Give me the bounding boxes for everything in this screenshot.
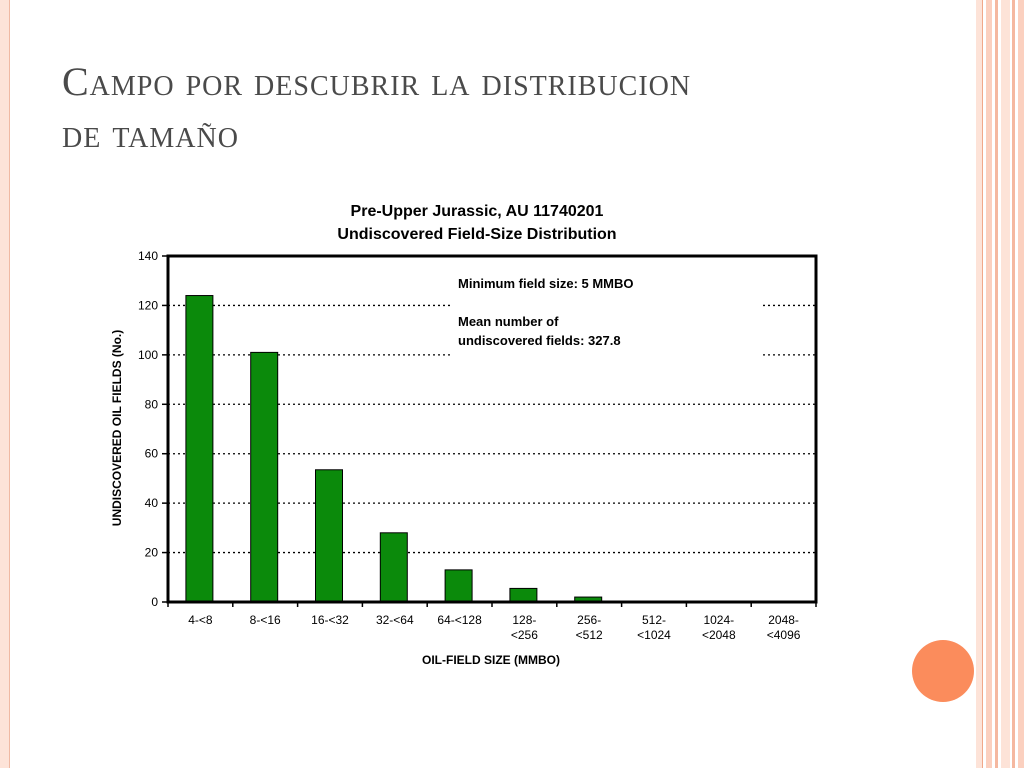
bar bbox=[315, 469, 343, 603]
bar bbox=[250, 351, 279, 603]
bars bbox=[185, 295, 603, 603]
x-axis-label: OIL-FIELD SIZE (MMBO) bbox=[422, 653, 560, 667]
x-tick-label: <2048 bbox=[702, 628, 736, 642]
y-tick-label: 80 bbox=[145, 397, 159, 411]
bar bbox=[379, 532, 408, 603]
y-tick-label: 0 bbox=[151, 595, 158, 609]
x-tick-label: 1024- bbox=[703, 613, 734, 627]
x-tick-label: 64-<128 bbox=[437, 613, 482, 627]
x-tick-label: 256- bbox=[577, 613, 601, 627]
x-tick-label: 16-<32 bbox=[311, 613, 349, 627]
x-tick-label: 512- bbox=[642, 613, 666, 627]
bar bbox=[444, 569, 473, 603]
y-tick-label: 120 bbox=[138, 298, 158, 312]
slide-title-line-2: de tamaño bbox=[62, 111, 239, 156]
x-axis: 4-<8 8-<16 16-<32 32-<64 64-<128 128-<256 256-… bbox=[167, 602, 817, 642]
y-tick-label: 100 bbox=[138, 348, 158, 362]
x-tick-label: 4-<8 bbox=[188, 613, 213, 627]
x-tick-label: <512 bbox=[576, 628, 603, 642]
y-tick-label: 140 bbox=[138, 249, 158, 263]
chart-subtitle: Undiscovered Field-Size Distribution bbox=[337, 226, 616, 243]
annotation-text: Minimum field size: 5 MMBO bbox=[458, 276, 634, 291]
x-tick-label: 2048- bbox=[768, 613, 799, 627]
x-tick-label: 8-<16 bbox=[250, 613, 281, 627]
slide-title-line-1: Campo por descubrir la distribucion bbox=[62, 59, 692, 104]
annotation-background bbox=[452, 266, 762, 358]
x-tick-label: <1024 bbox=[637, 628, 671, 642]
x-tick-label: 32-<64 bbox=[376, 613, 414, 627]
x-tick-label: <256 bbox=[511, 628, 538, 642]
y-tick-label: 20 bbox=[145, 546, 159, 560]
chart-title: Pre-Upper Jurassic, AU 11740201 bbox=[351, 203, 604, 220]
y-axis-label: UNDISCOVERED OIL FIELDS (No.) bbox=[110, 330, 124, 526]
annotation-text: Mean number of bbox=[458, 314, 559, 329]
x-tick-label: 128- bbox=[512, 613, 536, 627]
chart-annotations: Minimum field size: 5 MMBO Mean number of… bbox=[452, 266, 762, 358]
bar bbox=[509, 587, 538, 603]
right-border-decoration bbox=[976, 0, 1024, 768]
bar bbox=[185, 295, 214, 603]
slide-title: Campo por descubrir la distribucion de t… bbox=[62, 56, 922, 160]
x-tick-label: <4096 bbox=[767, 628, 801, 642]
left-border-decoration bbox=[0, 0, 10, 768]
y-tick-label: 40 bbox=[145, 496, 159, 510]
annotation-text: undiscovered fields: 327.8 bbox=[458, 333, 621, 348]
y-tick-label: 60 bbox=[145, 447, 159, 461]
decorative-circle bbox=[912, 640, 974, 702]
y-axis: 0 20 40 60 80 100 120 140 bbox=[138, 249, 168, 609]
